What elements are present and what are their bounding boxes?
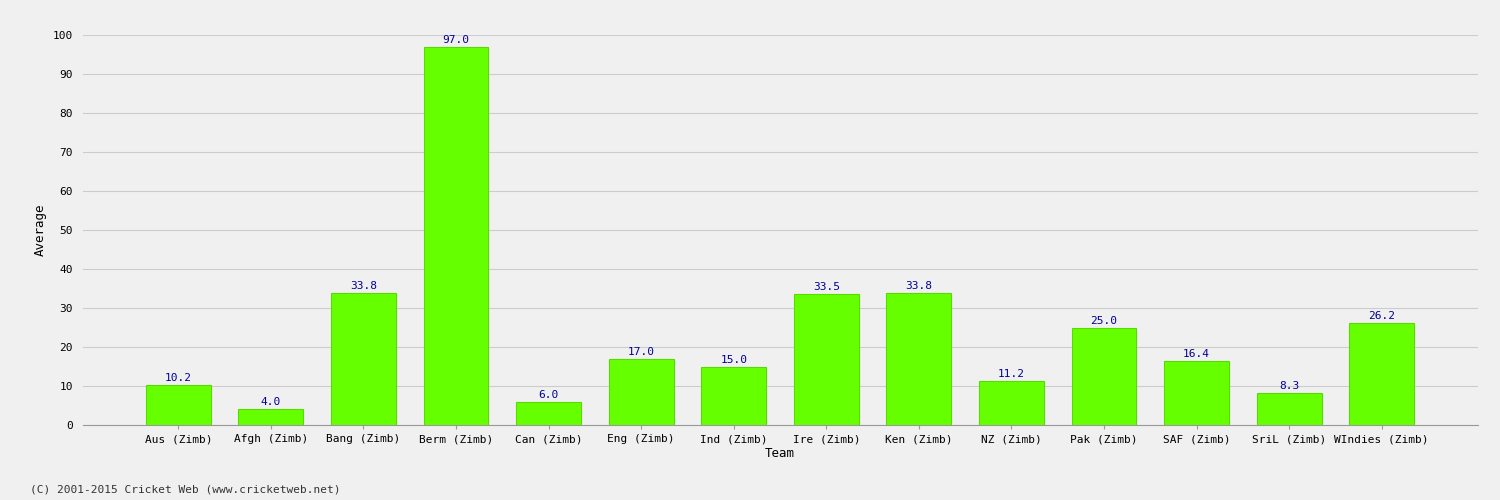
Bar <box>423 46 489 425</box>
Text: 17.0: 17.0 <box>627 347 654 357</box>
Text: 15.0: 15.0 <box>720 354 747 364</box>
Text: 8.3: 8.3 <box>1280 380 1299 390</box>
Text: 11.2: 11.2 <box>998 370 1024 380</box>
Bar <box>1257 392 1322 425</box>
Text: 25.0: 25.0 <box>1090 316 1118 326</box>
Bar <box>332 293 396 425</box>
Text: 6.0: 6.0 <box>538 390 558 400</box>
Bar <box>609 358 674 425</box>
Bar <box>146 385 210 425</box>
Text: (C) 2001-2015 Cricket Web (www.cricketweb.net): (C) 2001-2015 Cricket Web (www.cricketwe… <box>30 485 340 495</box>
Text: 16.4: 16.4 <box>1184 349 1210 359</box>
Bar <box>886 293 951 425</box>
Y-axis label: Average: Average <box>34 204 46 256</box>
Bar <box>794 294 858 425</box>
Bar <box>980 382 1044 425</box>
X-axis label: Team: Team <box>765 447 795 460</box>
Text: 10.2: 10.2 <box>165 374 192 384</box>
Bar <box>1071 328 1137 425</box>
Text: 97.0: 97.0 <box>442 35 470 45</box>
Bar <box>238 410 303 425</box>
Bar <box>516 402 580 425</box>
Bar <box>1350 323 1414 425</box>
Text: 33.8: 33.8 <box>350 281 376 291</box>
Text: 4.0: 4.0 <box>261 398 280 407</box>
Text: 33.8: 33.8 <box>906 281 933 291</box>
Bar <box>1164 361 1228 425</box>
Text: 26.2: 26.2 <box>1368 311 1395 321</box>
Text: 33.5: 33.5 <box>813 282 840 292</box>
Bar <box>702 366 766 425</box>
